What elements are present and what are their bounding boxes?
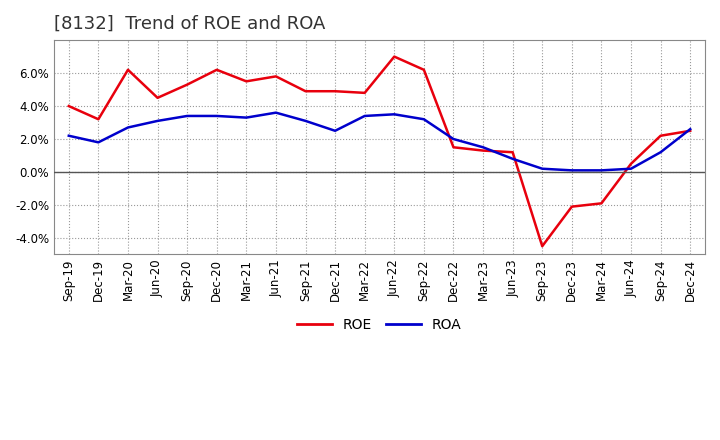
ROA [508, 156, 517, 161]
ROA [597, 168, 606, 173]
ROA [153, 118, 162, 124]
ROA [65, 133, 73, 138]
ROE [657, 133, 665, 138]
ROE [508, 150, 517, 155]
ROE [242, 79, 251, 84]
ROE [330, 88, 339, 94]
ROA [420, 117, 428, 122]
ROA [361, 114, 369, 119]
ROE [301, 88, 310, 94]
ROE [361, 90, 369, 95]
ROA [330, 128, 339, 133]
ROE [94, 117, 103, 122]
ROE [212, 67, 221, 73]
Line: ROA: ROA [69, 113, 690, 170]
ROA [212, 114, 221, 119]
ROA [567, 168, 576, 173]
ROE [538, 244, 546, 249]
ROE [420, 67, 428, 73]
ROA [183, 114, 192, 119]
ROA [686, 127, 695, 132]
ROE [183, 82, 192, 87]
ROA [626, 166, 635, 171]
ROE [65, 103, 73, 109]
Line: ROE: ROE [69, 57, 690, 246]
Text: [8132]  Trend of ROE and ROA: [8132] Trend of ROE and ROA [54, 15, 325, 33]
Legend: ROE, ROA: ROE, ROA [292, 312, 467, 337]
ROE [390, 54, 399, 59]
ROA [390, 112, 399, 117]
ROA [271, 110, 280, 115]
ROA [657, 150, 665, 155]
ROA [301, 118, 310, 124]
ROA [449, 136, 458, 142]
ROA [242, 115, 251, 120]
ROA [479, 145, 487, 150]
ROA [124, 125, 132, 130]
ROE [124, 67, 132, 73]
ROE [479, 148, 487, 153]
ROE [153, 95, 162, 100]
ROE [597, 201, 606, 206]
ROA [94, 139, 103, 145]
ROE [271, 74, 280, 79]
ROE [626, 161, 635, 166]
ROE [686, 128, 695, 133]
ROE [567, 204, 576, 209]
ROE [449, 145, 458, 150]
ROA [538, 166, 546, 171]
